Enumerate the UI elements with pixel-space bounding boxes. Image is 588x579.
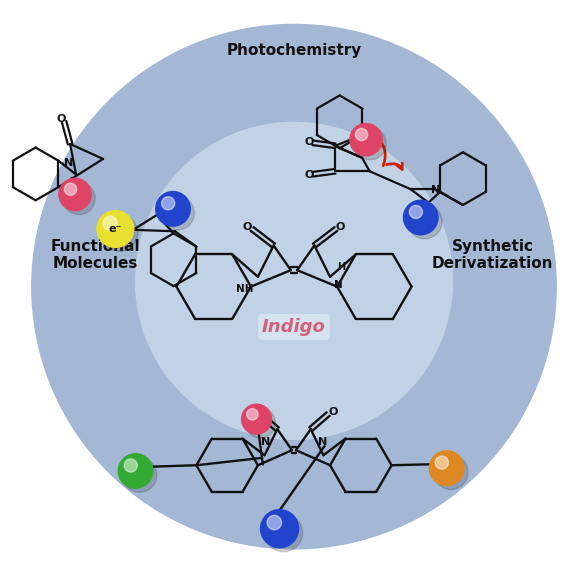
Circle shape [124,459,137,472]
Circle shape [162,197,175,210]
Circle shape [59,178,91,211]
Text: Synthetic
Derivatization: Synthetic Derivatization [432,239,553,271]
Circle shape [403,200,438,234]
Text: N: N [431,185,440,195]
Circle shape [97,211,134,247]
Text: N: N [64,157,73,167]
Circle shape [265,514,303,552]
Text: e⁻: e⁻ [109,224,122,234]
Text: H: H [338,262,346,272]
Text: O: O [336,222,345,232]
Circle shape [355,129,368,141]
Text: O: O [104,226,113,236]
Circle shape [350,123,382,156]
Circle shape [101,215,138,251]
Circle shape [160,196,194,230]
Text: N: N [365,141,374,151]
Text: N: N [158,197,168,207]
Circle shape [246,409,258,420]
Circle shape [156,192,191,226]
Text: Functional
Molecules: Functional Molecules [51,239,140,271]
Circle shape [103,216,117,230]
Circle shape [246,408,276,438]
Text: NH: NH [236,284,253,294]
Circle shape [267,515,282,530]
Circle shape [429,451,464,485]
Text: O: O [328,407,338,417]
Text: O: O [305,170,314,180]
Circle shape [260,510,299,548]
Circle shape [433,455,468,489]
Circle shape [354,127,386,160]
Circle shape [435,456,449,469]
Circle shape [407,204,442,239]
Text: Indigo: Indigo [262,318,326,336]
Circle shape [65,183,76,195]
Text: O: O [250,407,260,417]
Text: N: N [261,437,270,447]
Circle shape [63,182,95,215]
Circle shape [242,404,272,434]
Text: O: O [305,137,314,147]
Circle shape [118,454,153,488]
Circle shape [409,206,423,218]
Text: O: O [243,222,252,232]
Circle shape [32,24,556,549]
Text: N: N [333,280,342,290]
Circle shape [136,122,452,439]
Text: O: O [56,113,66,123]
Text: N: N [318,437,327,447]
Circle shape [122,458,157,492]
Text: Photochemistry: Photochemistry [226,43,362,58]
